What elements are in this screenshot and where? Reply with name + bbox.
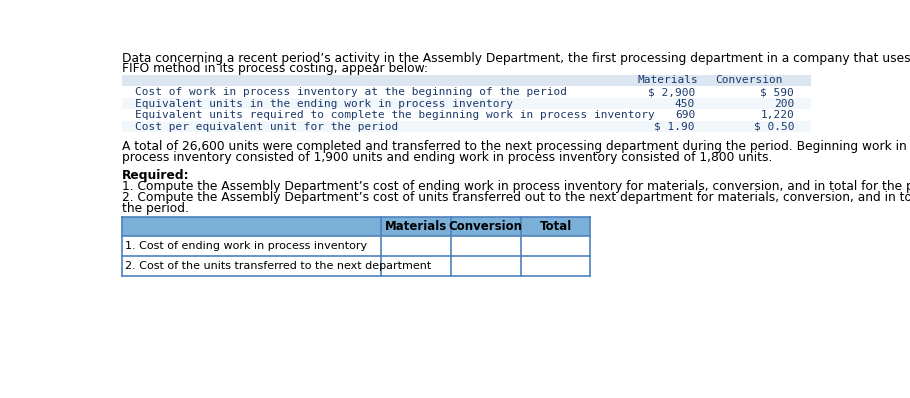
Bar — [122, 109, 811, 121]
Text: 690: 690 — [674, 110, 695, 120]
Text: Conversion: Conversion — [715, 76, 783, 86]
Text: 2. Compute the Assembly Department’s cost of units transferred out to the next d: 2. Compute the Assembly Department’s cos… — [122, 191, 910, 204]
Text: Cost of work in process inventory at the beginning of the period: Cost of work in process inventory at the… — [136, 87, 568, 97]
Text: Materials: Materials — [638, 76, 698, 86]
Text: 1,220: 1,220 — [761, 110, 794, 120]
Text: Total: Total — [540, 220, 571, 233]
Text: 1. Compute the Assembly Department’s cost of ending work in process inventory fo: 1. Compute the Assembly Department’s cos… — [122, 180, 910, 193]
Text: the period.: the period. — [122, 202, 188, 215]
Bar — [122, 217, 591, 236]
Text: $ 1.90: $ 1.90 — [654, 122, 695, 132]
Bar — [122, 121, 811, 133]
Text: 200: 200 — [774, 99, 794, 109]
Text: Data concerning a recent period’s activity in the Assembly Department, the first: Data concerning a recent period’s activi… — [122, 53, 910, 65]
Text: A total of 26,600 units were completed and transferred to the next processing de: A total of 26,600 units were completed a… — [122, 140, 906, 153]
Text: FIFO method in its process costing, appear below:: FIFO method in its process costing, appe… — [122, 62, 428, 75]
Text: 1. Cost of ending work in process inventory: 1. Cost of ending work in process invent… — [126, 241, 368, 251]
Bar — [122, 236, 591, 256]
Text: Equivalent units required to complete the beginning work in process inventory: Equivalent units required to complete th… — [136, 110, 655, 120]
Text: $ 0.50: $ 0.50 — [753, 122, 794, 132]
Bar — [122, 75, 811, 86]
Text: Materials: Materials — [385, 220, 447, 233]
Bar — [122, 86, 811, 98]
Text: 450: 450 — [674, 99, 695, 109]
Bar — [122, 98, 811, 109]
Text: Required:: Required: — [122, 170, 189, 182]
Text: 2. Cost of the units transferred to the next department: 2. Cost of the units transferred to the … — [126, 261, 431, 271]
Text: Equivalent units in the ending work in process inventory: Equivalent units in the ending work in p… — [136, 99, 513, 109]
Text: process inventory consisted of 1,900 units and ending work in process inventory : process inventory consisted of 1,900 uni… — [122, 151, 772, 164]
Bar — [122, 256, 591, 276]
Text: $ 2,900: $ 2,900 — [648, 87, 695, 97]
Text: Cost per equivalent unit for the period: Cost per equivalent unit for the period — [136, 122, 399, 132]
Text: $ 590: $ 590 — [761, 87, 794, 97]
Text: Conversion: Conversion — [449, 220, 522, 233]
